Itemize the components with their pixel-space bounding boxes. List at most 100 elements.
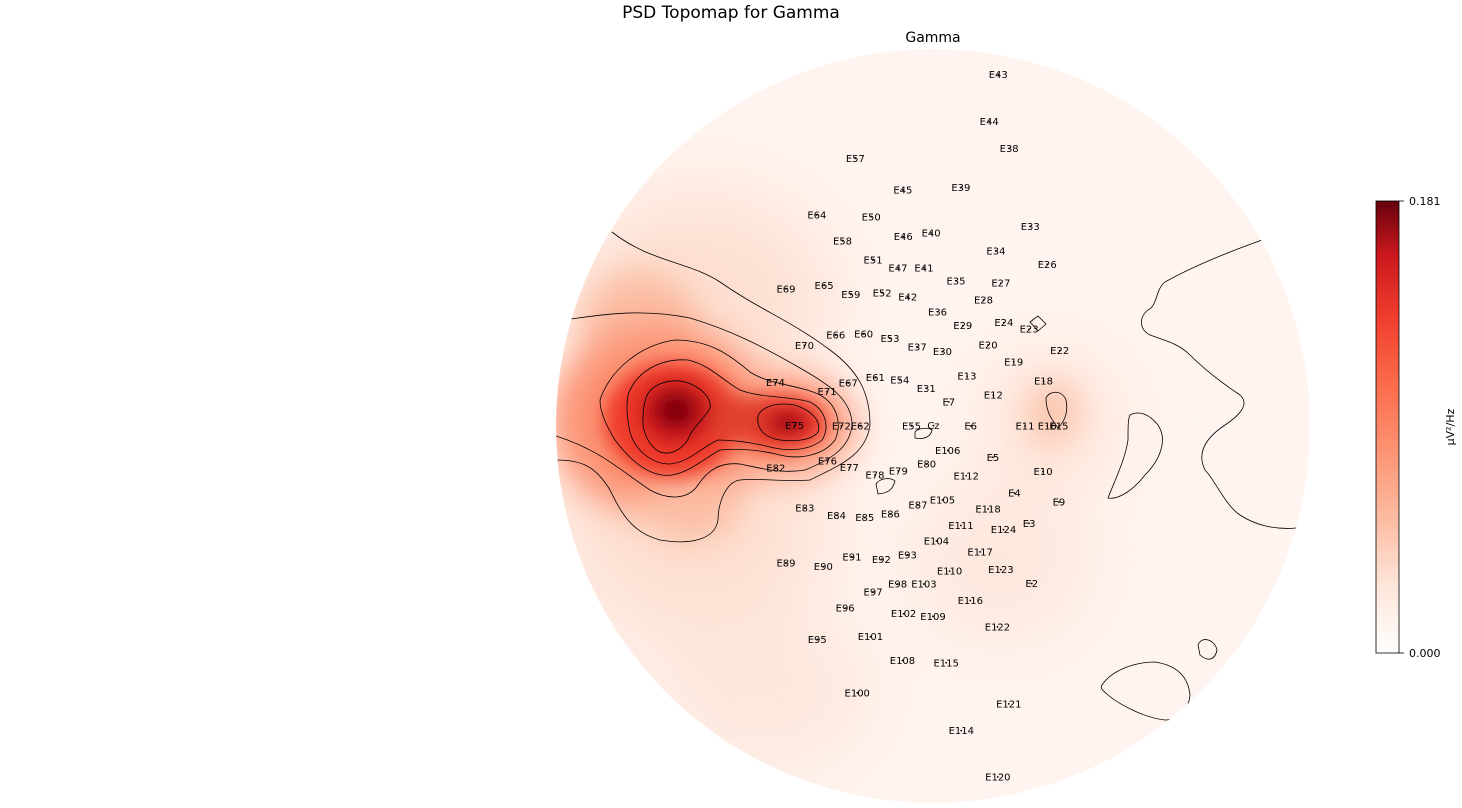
electrode-e30: E30 <box>933 347 952 358</box>
electrode-label: E93 <box>898 550 917 561</box>
electrode-e123: E123 <box>988 565 1013 576</box>
electrode-label: E39 <box>951 183 970 194</box>
electrode-label: E65 <box>815 281 834 292</box>
electrode-marker <box>941 350 944 353</box>
electrode-marker <box>874 474 876 476</box>
electrode-e5: E5 <box>987 453 1000 464</box>
electrode-marker <box>935 540 938 542</box>
electrode-e52: E52 <box>873 288 892 299</box>
electrode-label: E41 <box>914 264 933 275</box>
electrode-label: E46 <box>894 232 913 243</box>
electrode-e40: E40 <box>922 228 941 239</box>
electrode-e86: E86 <box>881 510 900 521</box>
electrode-marker <box>1024 425 1026 427</box>
electrode-marker <box>840 425 843 427</box>
electrode-label: E42 <box>898 293 917 304</box>
electrode-e118: E118 <box>975 504 1000 515</box>
electrode-e3: E3 <box>1023 519 1036 530</box>
electrode-label: E55 <box>902 422 921 433</box>
electrode-e47: E47 <box>888 264 907 275</box>
electrode-e64: E64 <box>807 210 826 221</box>
electrode-label: E104 <box>924 536 949 547</box>
electrode-label: E87 <box>908 501 927 512</box>
electrode-marker <box>906 554 909 556</box>
electrode-e93: E93 <box>898 550 917 561</box>
electrode-marker <box>959 186 962 189</box>
contour-lines <box>556 231 1297 721</box>
electrode-e80: E80 <box>917 460 936 471</box>
electrode-marker <box>815 213 818 216</box>
topomap: E43 E44 E38 E57 E45 E39 E64 E50 E33 E58 E46 E40 E34 E… <box>556 49 1310 803</box>
electrode-marker <box>999 282 1002 285</box>
electrode-marker <box>874 376 877 379</box>
electrode-label: E53 <box>880 334 899 345</box>
electrode-label: E79 <box>889 466 908 477</box>
electrode-e61: E61 <box>866 373 885 384</box>
electrode-e23: E23 <box>1020 325 1039 336</box>
electrode-label: E98 <box>888 579 907 590</box>
electrode-label: E50 <box>862 212 881 223</box>
electrode-e15: E15 <box>1049 422 1068 433</box>
electrode-e76: E76 <box>818 457 837 468</box>
electrode-e77: E77 <box>840 463 859 474</box>
electrode-label: E44 <box>980 117 999 128</box>
electrode-e28: E28 <box>974 296 993 307</box>
electrode-marker <box>862 333 865 335</box>
electrode-marker <box>847 382 850 384</box>
electrode-marker <box>896 583 899 585</box>
electrode-label: E36 <box>928 307 947 318</box>
electrode-label: E109 <box>920 612 945 623</box>
electrode-marker <box>856 692 859 694</box>
electrode-marker <box>987 508 989 510</box>
electrode-label: E47 <box>888 264 907 275</box>
electrode-marker <box>969 425 972 427</box>
electrode-label: E100 <box>845 688 870 699</box>
electrode-label: E51 <box>864 256 883 267</box>
electrode-marker <box>966 375 968 378</box>
electrode-e2: E2 <box>1025 579 1038 590</box>
electrode-label: E120 <box>985 772 1010 783</box>
electrode-marker <box>917 504 919 507</box>
electrode-marker <box>1012 361 1015 363</box>
electrode-marker <box>869 635 872 638</box>
electrode-marker <box>945 661 948 664</box>
electrode-e116: E116 <box>958 596 983 607</box>
electrode-e104: E104 <box>924 536 949 547</box>
electrode-e82: E82 <box>766 464 785 475</box>
electrode-marker <box>1046 263 1049 266</box>
electrode-marker <box>1002 321 1005 324</box>
electrode-marker <box>822 565 825 568</box>
electrode-marker <box>872 259 874 262</box>
electrode-marker <box>923 267 925 269</box>
electrode-e29: E29 <box>953 321 972 332</box>
electrode-label: E12 <box>984 391 1003 402</box>
electrode-marker <box>872 590 874 593</box>
electrode-label: E28 <box>974 296 993 307</box>
electrode-label: E117 <box>967 547 992 558</box>
electrode-e57: E57 <box>846 154 865 165</box>
electrode-label: E112 <box>953 471 978 482</box>
electrode-e55: E55 <box>902 422 921 433</box>
electrode-marker <box>889 513 892 516</box>
electrode-marker <box>992 394 995 396</box>
electrode-marker <box>897 267 899 269</box>
electrode-label: E16 <box>1038 422 1057 433</box>
electrode-e62: E62 <box>851 422 870 433</box>
electrode-e85: E85 <box>855 513 874 524</box>
electrode-label: Cz <box>927 421 939 432</box>
electrode-marker <box>948 570 951 573</box>
electrode-marker <box>774 467 777 470</box>
electrode-marker <box>816 638 819 641</box>
electrode-e83: E83 <box>795 504 814 515</box>
electrode-marker <box>947 400 950 403</box>
electrode-marker <box>844 607 847 609</box>
electrode-label: E57 <box>846 154 865 165</box>
electrode-marker <box>851 555 853 558</box>
electrode-label: E22 <box>1050 346 1069 357</box>
electrode-e106: E106 <box>935 446 960 457</box>
electrode-label: E86 <box>881 510 900 521</box>
electrode-marker <box>859 425 862 427</box>
electrode-marker <box>785 287 787 290</box>
electrode-e60: E60 <box>854 330 873 341</box>
